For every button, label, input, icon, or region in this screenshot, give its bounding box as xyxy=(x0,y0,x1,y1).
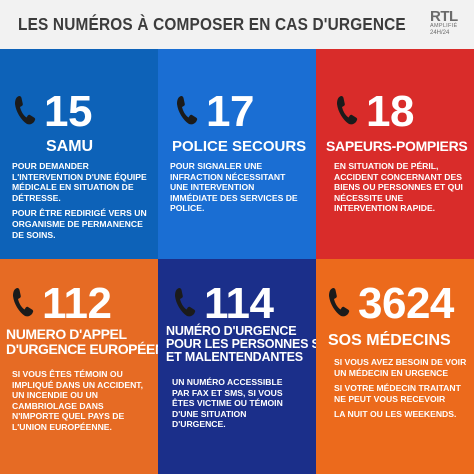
service-name: SAPEURS-POMPIERS xyxy=(326,138,468,154)
description-paragraph: EN SITUATION DE PÉRIL, ACCIDENT CONCERNA… xyxy=(334,161,463,214)
number-row: 3624 xyxy=(328,279,454,328)
card-114: 114 NUMÉRO D'URGENCE POUR LES PERSONNES … xyxy=(158,259,316,474)
service-description: SI VOUS ÊTES TÉMOIN OU IMPLIQUÉ DANS UN … xyxy=(12,369,152,438)
card-112: 112 NUMERO D'APPEL D'URGENCE EUROPÉEN SI… xyxy=(0,259,158,474)
card-samu: 15 SAMU POUR DEMANDER L'INTERVENTION D'U… xyxy=(0,49,158,259)
service-description: UN NUMÉRO ACCESSIBLE PAR FAX ET SMS, SI … xyxy=(172,377,302,435)
service-name: NUMÉRO D'URGENCE POUR LES PERSONNES SOUR… xyxy=(166,324,316,365)
description-paragraph: LA NUIT OU LES WEEKENDS. xyxy=(334,409,457,420)
number-row: 114 xyxy=(174,279,274,328)
emergency-grid: 15 SAMU POUR DEMANDER L'INTERVENTION D'U… xyxy=(0,49,474,474)
phone-icon xyxy=(176,95,200,125)
number-row: 112 xyxy=(12,279,112,328)
brand-tagline: AMPLIFIÉ xyxy=(430,23,458,29)
service-name-line: POUR LES PERSONNES SOURDES xyxy=(166,337,316,352)
service-description: EN SITUATION DE PÉRIL, ACCIDENT CONCERNA… xyxy=(334,161,468,219)
emergency-number[interactable]: 17 xyxy=(206,87,254,136)
emergency-number[interactable]: 3624 xyxy=(358,279,454,328)
brand: RTL AMPLIFIÉ 24H/24 xyxy=(430,8,470,37)
service-name: POLICE SECOURS xyxy=(172,138,307,155)
service-name-line: NUMÉRO D'URGENCE xyxy=(166,324,297,338)
phone-icon xyxy=(14,95,38,125)
service-name-line: ET MALENTENDANTES xyxy=(166,350,303,365)
service-description: SI VOUS AVEZ BESOIN DE VOIR UN MÉDECIN E… xyxy=(334,357,470,425)
emergency-number[interactable]: 112 xyxy=(42,279,112,328)
number-row: 18 xyxy=(336,87,414,136)
phone-icon xyxy=(12,287,36,317)
description-paragraph: POUR SIGNALER UNE INFRACTION NÉCESSITANT… xyxy=(170,161,298,214)
service-name-line: D'URGENCE EUROPÉEN xyxy=(6,340,158,357)
service-description: POUR SIGNALER UNE INFRACTION NÉCESSITANT… xyxy=(170,161,298,219)
description-paragraph: POUR DEMANDER L'INTERVENTION D'UNE ÉQUIP… xyxy=(12,161,147,203)
service-name-line: NUMERO D'APPEL xyxy=(6,326,127,342)
card-police: 17 POLICE SECOURS POUR SIGNALER UNE INFR… xyxy=(158,49,316,259)
service-description: POUR DEMANDER L'INTERVENTION D'UNE ÉQUIP… xyxy=(12,161,152,245)
card-pompiers: 18 SAPEURS-POMPIERS EN SITUATION DE PÉRI… xyxy=(316,49,474,259)
page-title: LES NUMÉROS À COMPOSER EN CAS D'URGENCE xyxy=(18,14,406,34)
number-row: 17 xyxy=(176,87,254,136)
phone-icon xyxy=(174,287,198,317)
emergency-number[interactable]: 114 xyxy=(204,279,274,328)
description-paragraph: SI VOTRE MÉDECIN TRAITANT NE PEUT VOUS R… xyxy=(334,383,461,404)
brand-logo: RTL xyxy=(430,8,458,25)
brand-hours: 24H/24 xyxy=(430,30,450,36)
service-name: SOS MÉDECINS xyxy=(328,332,451,349)
description-paragraph: SI VOUS ÊTES TÉMOIN OU IMPLIQUÉ DANS UN … xyxy=(12,369,143,432)
number-row: 15 xyxy=(14,87,92,136)
phone-icon xyxy=(328,287,352,317)
phone-icon xyxy=(336,95,360,125)
description-paragraph: UN NUMÉRO ACCESSIBLE PAR FAX ET SMS, SI … xyxy=(172,377,283,430)
description-paragraph: POUR ÊTRE REDIRIGÉ VERS UN ORGANISME DE … xyxy=(12,208,147,240)
service-name: NUMERO D'APPEL D'URGENCE EUROPÉEN xyxy=(6,327,158,356)
header: LES NUMÉROS À COMPOSER EN CAS D'URGENCE … xyxy=(0,0,474,48)
emergency-number[interactable]: 18 xyxy=(366,87,414,136)
service-name: SAMU xyxy=(46,138,94,155)
emergency-number[interactable]: 15 xyxy=(44,87,92,136)
card-sos-medecins: 3624 SOS MÉDECINS SI VOUS AVEZ BESOIN DE… xyxy=(316,259,474,474)
description-paragraph: SI VOUS AVEZ BESOIN DE VOIR UN MÉDECIN E… xyxy=(334,357,467,378)
